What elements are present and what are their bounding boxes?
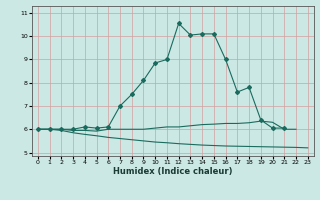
X-axis label: Humidex (Indice chaleur): Humidex (Indice chaleur): [113, 167, 233, 176]
